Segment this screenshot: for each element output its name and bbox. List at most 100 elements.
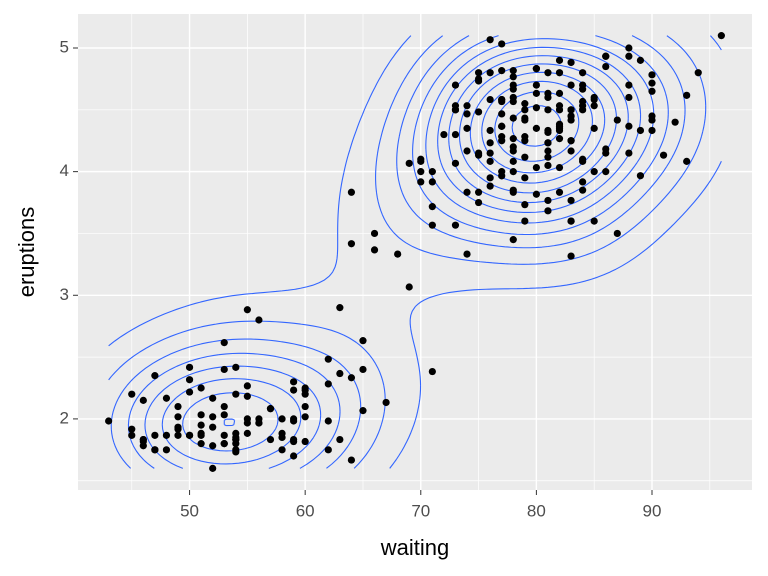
point bbox=[474, 69, 483, 77]
point bbox=[648, 79, 656, 87]
point bbox=[174, 423, 182, 431]
point bbox=[278, 446, 286, 454]
point bbox=[220, 440, 228, 448]
point bbox=[405, 283, 413, 291]
y-tick-label: 2 bbox=[60, 408, 69, 427]
point bbox=[521, 133, 529, 141]
point bbox=[451, 130, 460, 139]
point bbox=[220, 431, 228, 439]
point bbox=[405, 159, 413, 167]
point bbox=[509, 93, 517, 102]
point bbox=[602, 145, 610, 153]
point bbox=[197, 411, 205, 419]
point bbox=[555, 89, 564, 97]
point bbox=[625, 81, 633, 89]
point bbox=[498, 95, 506, 104]
point bbox=[474, 108, 483, 116]
point bbox=[324, 355, 332, 363]
point bbox=[555, 56, 564, 64]
point bbox=[613, 116, 621, 124]
point bbox=[474, 198, 483, 207]
point bbox=[266, 405, 275, 413]
point bbox=[555, 102, 564, 110]
point bbox=[185, 388, 194, 396]
point bbox=[463, 124, 471, 132]
point bbox=[590, 124, 598, 132]
point bbox=[105, 417, 113, 425]
point bbox=[694, 69, 702, 77]
point bbox=[347, 456, 356, 464]
point bbox=[498, 122, 506, 130]
point bbox=[509, 188, 517, 196]
point bbox=[290, 386, 298, 394]
point bbox=[521, 174, 529, 182]
density-contour bbox=[108, 35, 707, 469]
point bbox=[683, 91, 691, 99]
point bbox=[209, 442, 217, 450]
point bbox=[625, 149, 633, 157]
point bbox=[567, 147, 575, 155]
point bbox=[232, 446, 240, 454]
point bbox=[486, 174, 494, 182]
point bbox=[590, 217, 598, 225]
point bbox=[683, 157, 691, 165]
point bbox=[625, 52, 633, 60]
point bbox=[243, 415, 251, 423]
point bbox=[428, 178, 436, 186]
point bbox=[428, 203, 436, 211]
point bbox=[197, 384, 205, 392]
point bbox=[648, 116, 656, 124]
point bbox=[521, 217, 529, 225]
x-axis-title: waiting bbox=[380, 535, 449, 560]
point bbox=[590, 102, 598, 110]
point bbox=[544, 147, 552, 155]
point bbox=[347, 374, 356, 382]
y-tick-label: 5 bbox=[60, 37, 69, 56]
point bbox=[509, 85, 517, 93]
y-tick-label: 3 bbox=[60, 285, 69, 304]
point bbox=[498, 172, 506, 180]
point bbox=[602, 168, 610, 176]
point bbox=[579, 102, 587, 110]
point bbox=[428, 168, 436, 176]
point bbox=[451, 106, 460, 114]
point bbox=[220, 339, 228, 347]
point bbox=[347, 188, 356, 196]
point bbox=[162, 394, 171, 402]
point bbox=[185, 376, 194, 384]
point bbox=[486, 95, 494, 104]
point bbox=[185, 431, 194, 439]
point bbox=[428, 221, 436, 229]
point bbox=[648, 126, 656, 135]
point bbox=[579, 186, 587, 194]
point bbox=[579, 155, 587, 163]
point bbox=[151, 431, 159, 439]
point bbox=[567, 81, 575, 89]
point bbox=[486, 182, 494, 190]
point bbox=[255, 415, 263, 423]
point bbox=[498, 133, 506, 141]
point bbox=[255, 316, 263, 324]
point bbox=[521, 201, 529, 209]
point bbox=[579, 69, 587, 77]
point bbox=[301, 437, 309, 446]
point bbox=[544, 69, 552, 77]
point bbox=[544, 106, 552, 114]
point bbox=[521, 116, 529, 124]
point bbox=[370, 229, 379, 238]
point bbox=[567, 112, 575, 120]
point bbox=[139, 437, 147, 446]
point bbox=[498, 110, 506, 118]
point bbox=[243, 306, 251, 314]
point bbox=[613, 229, 621, 238]
point bbox=[717, 32, 725, 40]
point bbox=[579, 81, 587, 89]
point bbox=[509, 114, 517, 122]
point bbox=[567, 106, 575, 114]
point bbox=[243, 382, 251, 390]
point bbox=[197, 421, 205, 429]
density-contour bbox=[108, 35, 722, 469]
point bbox=[232, 390, 240, 398]
point bbox=[602, 62, 610, 71]
point bbox=[532, 65, 540, 73]
